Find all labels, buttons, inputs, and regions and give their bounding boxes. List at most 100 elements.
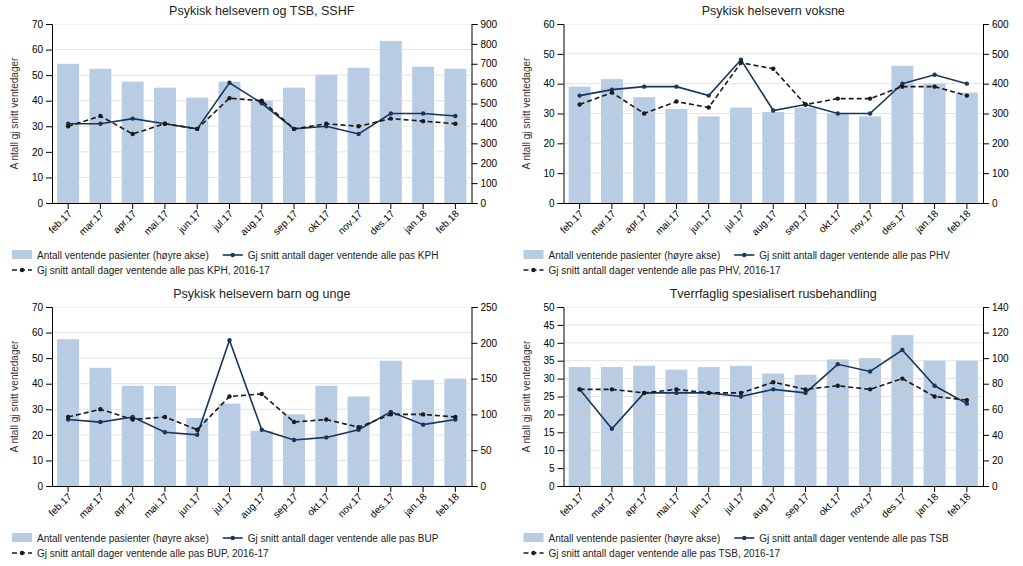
tick-label: jun.17 — [687, 491, 715, 519]
tick-label: 10 — [32, 455, 44, 466]
grid-line — [52, 434, 472, 435]
x-tick: jul.17 — [721, 203, 747, 233]
tick-label: mai.17 — [142, 491, 171, 520]
tick-mark — [579, 486, 580, 492]
x-tick: okt.17 — [816, 486, 843, 518]
x-tick: feb.17 — [558, 486, 586, 518]
grid-line — [564, 486, 984, 487]
point — [771, 108, 775, 112]
tick-label: 60 — [32, 327, 44, 338]
tick-label: 0 — [481, 481, 487, 492]
point — [577, 102, 581, 106]
axis-line — [558, 25, 565, 204]
point — [674, 387, 678, 391]
y2-tick: 100 — [983, 353, 1009, 364]
bar-series — [57, 41, 466, 203]
y-tick: 45 — [543, 320, 563, 331]
tick-label: sep.17 — [782, 491, 811, 520]
y2-tick: 300 — [472, 138, 498, 149]
point — [965, 93, 969, 97]
tick-mark — [983, 24, 989, 25]
legend-marker — [20, 551, 24, 555]
x-tick: apr.17 — [111, 203, 139, 235]
point — [292, 420, 296, 424]
y2-tick: 200 — [983, 138, 1009, 149]
title: Psykisk helsevern voksne — [702, 4, 845, 18]
tick-mark — [740, 486, 741, 492]
point — [389, 116, 393, 120]
tick-label: 40 — [32, 95, 44, 106]
tick-label: jan.18 — [401, 491, 429, 519]
tick-label: 10 — [32, 172, 44, 183]
bar — [380, 41, 402, 203]
grid-line — [564, 24, 984, 25]
bar-series — [569, 335, 978, 486]
grid-line — [564, 360, 984, 361]
tick-mark — [472, 307, 478, 308]
tick-mark — [558, 143, 564, 144]
tick-label: des.17 — [367, 491, 396, 520]
tick-label: mai.17 — [653, 208, 682, 237]
point — [163, 122, 167, 126]
tick-label: feb.17 — [46, 208, 74, 236]
x-tick: jan.18 — [401, 203, 429, 236]
tick-mark — [472, 450, 478, 451]
tick-label: 50 — [481, 445, 493, 456]
grid-line — [564, 396, 984, 397]
tick-label: 300 — [992, 108, 1009, 119]
panel: feb.17mar.17apr.17mai.17jun.17jul.17aug.… — [521, 287, 1010, 559]
tick-label: 40 — [543, 78, 555, 89]
tick-mark — [983, 435, 989, 436]
point — [610, 387, 614, 391]
tick-label: 15 — [543, 427, 555, 438]
tick-mark — [46, 435, 52, 436]
tick-label: okt.17 — [816, 208, 843, 235]
point — [965, 398, 969, 402]
point — [900, 348, 904, 352]
axis-line — [558, 308, 565, 487]
legend-label: Gj snitt antall dager ventende alle pas … — [759, 250, 950, 261]
y2-tick: 0 — [472, 481, 487, 492]
tick-mark — [46, 152, 52, 153]
point — [739, 391, 743, 395]
tick-mark — [46, 460, 52, 461]
tick-mark — [644, 203, 645, 209]
tick-label: nov.17 — [336, 491, 365, 520]
tick-label: 700 — [481, 58, 498, 69]
legend-label: Gj snitt antall dager ventende alle pas … — [37, 265, 270, 276]
tick-label: 100 — [992, 353, 1009, 364]
tick-mark — [46, 24, 52, 25]
bar — [122, 82, 144, 203]
tick-mark — [472, 414, 478, 415]
tick-mark — [983, 333, 989, 334]
tick-label: sep.17 — [271, 491, 300, 520]
y2-tick: 250 — [472, 302, 498, 313]
y-tick: 50 — [32, 70, 52, 81]
tick-label: 5 — [549, 463, 555, 474]
y-tick: 20 — [32, 430, 52, 441]
tick-mark — [966, 203, 967, 209]
tick-mark — [558, 114, 564, 115]
tick-label: 20 — [32, 147, 44, 158]
tick-mark — [132, 486, 133, 492]
axis-line — [46, 308, 53, 487]
grid-line — [52, 409, 472, 410]
legend-item: Gj snitt antall dager ventende alle pas … — [524, 548, 781, 559]
x-tick: feb.18 — [945, 486, 973, 518]
x-tick: feb.18 — [434, 486, 462, 518]
line-series — [577, 376, 969, 402]
y-axis-title: A ntall gj snitt ventedager — [521, 57, 532, 169]
x-tick: mar.17 — [77, 486, 107, 520]
x-tick: jun.17 — [687, 203, 715, 236]
grid-line — [564, 307, 984, 308]
legend-label: Gj snitt antall dager ventende alle pas … — [759, 533, 949, 544]
x-tick: nov.17 — [847, 486, 876, 519]
point — [707, 391, 711, 395]
point — [642, 111, 646, 115]
tick-mark — [46, 203, 52, 204]
tick-mark — [558, 414, 564, 415]
y-tick: 50 — [543, 302, 563, 313]
y-tick: 30 — [32, 404, 52, 415]
y-tick: 10 — [543, 445, 563, 456]
point — [707, 105, 711, 109]
